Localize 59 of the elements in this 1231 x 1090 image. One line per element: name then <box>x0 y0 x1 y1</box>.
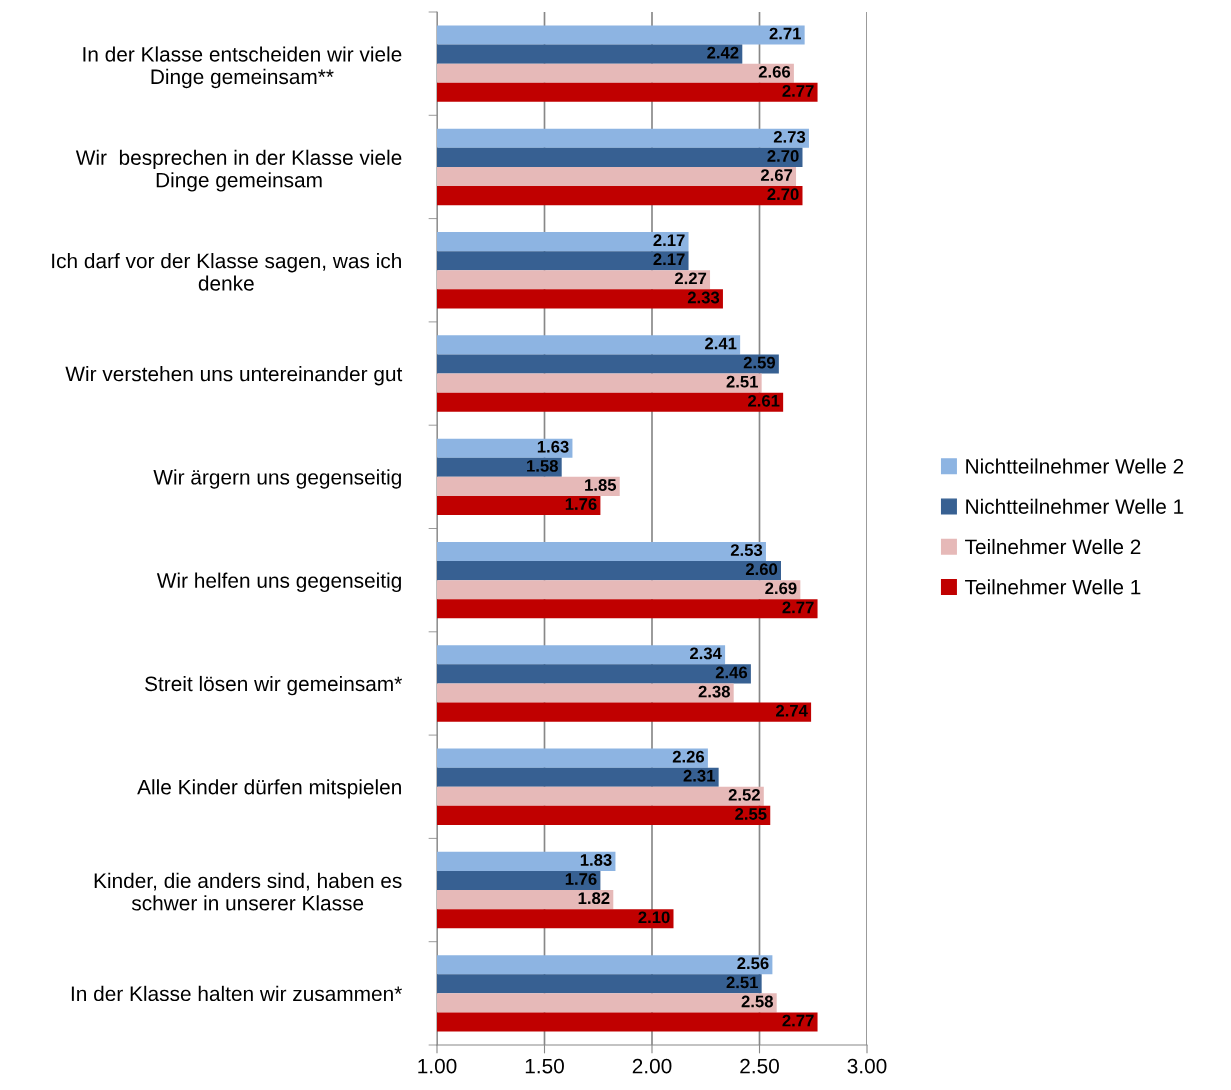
data-label: 2.71 <box>769 27 801 40</box>
data-label: 1.83 <box>580 854 612 866</box>
legend-label: Teilnehmer Welle 1 <box>965 579 1141 595</box>
data-label: 2.26 <box>672 750 705 763</box>
data-label: 2.70 <box>767 188 799 201</box>
data-label: 1.76 <box>565 498 597 510</box>
data-label: 2.34 <box>690 647 722 660</box>
x-tick-label: 2.00 <box>632 1058 672 1074</box>
data-label: 2.77 <box>782 1014 814 1027</box>
data-label: 2.10 <box>638 911 670 924</box>
x-tick-label: 2.50 <box>740 1058 779 1074</box>
x-tick-label: 3.00 <box>847 1058 887 1074</box>
data-label: 2.69 <box>765 582 797 595</box>
x-tick-label: 1.00 <box>418 1058 457 1074</box>
data-label: 1.85 <box>585 479 617 491</box>
y-tick-label: Streit lösen wir gemeinsam* <box>145 675 402 696</box>
data-label: 2.67 <box>760 169 793 181</box>
data-label: 2.56 <box>737 957 769 970</box>
data-label: 2.59 <box>743 356 776 369</box>
y-tick-label: Wir helfen uns gegenseitig <box>156 572 401 593</box>
data-label: 1.63 <box>537 440 569 453</box>
data-label: 2.73 <box>773 130 806 143</box>
data-label: 2.51 <box>726 375 758 388</box>
data-label: 2.46 <box>715 666 748 679</box>
data-label: 2.70 <box>767 150 799 162</box>
data-label: 2.27 <box>674 272 707 285</box>
y-tick-label: In der Klasse entscheiden wir viele Dinge gemeinsam** <box>83 46 402 89</box>
data-label: 2.53 <box>730 544 763 556</box>
data-label: 2.51 <box>726 976 758 989</box>
data-label: 2.17 <box>653 234 685 246</box>
y-tick-label: Kinder, die anders sind, haben es schwer in unserer Klasse <box>94 872 402 911</box>
data-label: 2.17 <box>653 253 685 265</box>
data-label: 1.82 <box>578 892 610 905</box>
data-label: 2.33 <box>687 291 720 304</box>
data-label: 2.58 <box>741 995 773 1008</box>
legend-label: Nichtteilnehmer Welle 2 <box>966 458 1184 474</box>
data-label: 2.61 <box>748 394 780 407</box>
data-label: 2.42 <box>707 46 739 59</box>
data-label: 2.77 <box>782 84 814 97</box>
data-label: 2.31 <box>683 769 715 782</box>
y-tick-label: Wir besprechen in der Klasse viele Dinge gemeinsam <box>75 149 402 192</box>
y-tick-label: Ich darf vor der Klasse sagen, was ich denke <box>52 252 401 291</box>
y-tick-label: In der Klasse halten wir zusammen* <box>71 985 402 1002</box>
data-label: 2.66 <box>758 65 791 78</box>
data-label: 1.58 <box>527 459 558 472</box>
data-label: 2.77 <box>782 601 814 614</box>
data-label: 1.76 <box>565 873 597 885</box>
data-label: 2.74 <box>776 704 808 717</box>
data-label: 2.41 <box>705 337 737 350</box>
data-label: 2.38 <box>698 685 730 698</box>
legend-label: Teilnehmer Welle 2 <box>965 538 1141 555</box>
y-tick-label: Alle Kinder dürfen mitspielen <box>137 779 401 799</box>
legend-label: Nichtteilnehmer Welle 1 <box>966 498 1184 514</box>
x-tick-label: 1.50 <box>525 1058 564 1074</box>
data-label: 2.52 <box>728 788 760 801</box>
data-label: 2.55 <box>735 808 767 820</box>
y-tick-label: Wir ärgern uns gegenseitig <box>153 469 401 489</box>
data-label: 2.60 <box>745 563 778 576</box>
y-tick-label: Wir verstehen uns untereinander gut <box>65 366 403 386</box>
